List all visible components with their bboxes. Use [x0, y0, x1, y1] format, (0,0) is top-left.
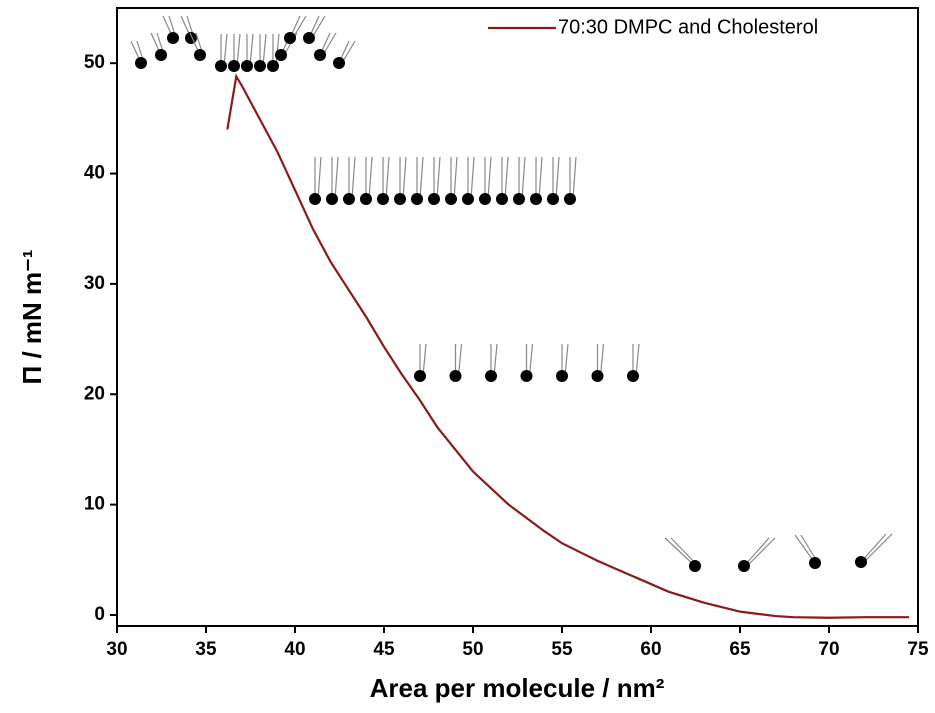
head — [314, 49, 326, 61]
y-tick-label: 40 — [84, 163, 105, 184]
x-tick-label: 75 — [907, 639, 929, 660]
head — [267, 60, 279, 72]
head — [303, 32, 315, 44]
head — [414, 370, 426, 382]
head — [485, 370, 497, 382]
head — [855, 556, 867, 568]
tail — [743, 537, 776, 567]
tail — [484, 156, 492, 200]
tail — [433, 156, 441, 200]
y-axis-label: Π / mN m⁻¹ — [17, 249, 47, 384]
head — [547, 193, 559, 205]
head — [530, 193, 542, 205]
tail — [331, 156, 339, 200]
head — [689, 560, 701, 572]
head — [564, 193, 576, 205]
head — [343, 193, 355, 205]
head — [496, 193, 508, 205]
plot-frame — [116, 7, 919, 627]
head — [445, 193, 457, 205]
x-tick-label: 45 — [373, 639, 395, 660]
head — [155, 49, 167, 61]
x-tick-label: 30 — [106, 639, 127, 660]
tail — [860, 533, 893, 563]
x-tick-label: 55 — [551, 639, 573, 660]
head — [228, 60, 240, 72]
head — [377, 193, 389, 205]
head — [326, 193, 338, 205]
tail — [535, 156, 543, 200]
x-tick-label: 40 — [284, 639, 305, 660]
head — [284, 32, 296, 44]
head — [556, 370, 568, 382]
head — [738, 560, 750, 572]
head — [462, 193, 474, 205]
head — [215, 60, 227, 72]
head — [520, 370, 533, 382]
tail — [569, 156, 577, 200]
tail — [382, 156, 390, 200]
tail — [501, 156, 509, 200]
head — [591, 370, 604, 382]
tail — [518, 156, 526, 200]
x-tick-label: 65 — [729, 639, 751, 660]
head — [360, 193, 372, 205]
x-tick-label: 60 — [640, 639, 661, 660]
head — [809, 557, 821, 569]
x-tick-label: 50 — [462, 639, 483, 660]
head — [627, 370, 639, 382]
tail — [399, 156, 407, 200]
head — [309, 193, 321, 205]
molecule-illustrations — [130, 15, 893, 572]
legend-label: 70:30 DMPC and Cholesterol — [558, 16, 818, 38]
tail — [348, 156, 356, 200]
head — [479, 193, 491, 205]
y-tick-label: 50 — [84, 52, 105, 73]
head — [194, 49, 206, 61]
head — [394, 193, 406, 205]
tail — [552, 156, 560, 200]
head — [333, 57, 345, 69]
y-tick-label: 30 — [84, 273, 105, 294]
tail — [365, 156, 373, 200]
head — [449, 370, 462, 382]
head — [241, 60, 253, 72]
head — [428, 193, 440, 205]
x-tick-label: 70 — [818, 639, 839, 660]
head — [167, 32, 179, 44]
data-line — [226, 73, 910, 619]
tail — [450, 156, 458, 200]
tail — [314, 156, 322, 200]
head — [411, 193, 423, 205]
tail — [416, 156, 424, 200]
head — [254, 60, 266, 72]
x-tick-label: 35 — [195, 639, 217, 660]
head — [513, 193, 525, 205]
y-tick-label: 20 — [84, 383, 105, 404]
head — [275, 49, 287, 61]
y-tick-label: 10 — [84, 494, 105, 515]
y-tick-label: 0 — [94, 604, 105, 625]
x-axis-label: Area per molecule / nm² — [370, 673, 665, 703]
tail — [467, 156, 475, 200]
head — [135, 57, 147, 69]
